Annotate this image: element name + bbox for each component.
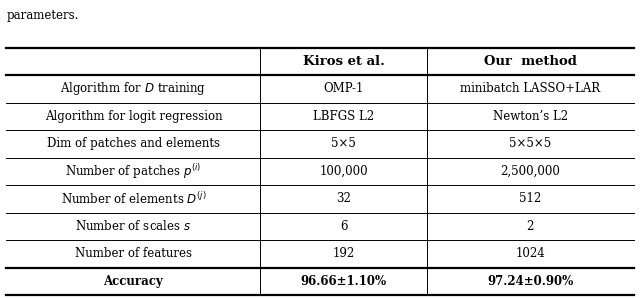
Text: 2,500,000: 2,500,000 [500, 165, 560, 178]
Text: Dim of patches and elements: Dim of patches and elements [47, 137, 220, 150]
Text: Newton’s L2: Newton’s L2 [493, 110, 568, 123]
Text: Number of elements $D^{(j)}$: Number of elements $D^{(j)}$ [61, 191, 206, 207]
Text: Accuracy: Accuracy [104, 275, 163, 288]
Text: OMP-1: OMP-1 [323, 83, 364, 95]
Text: 512: 512 [519, 192, 541, 205]
Text: Our  method: Our method [484, 55, 577, 68]
Text: 100,000: 100,000 [319, 165, 368, 178]
Text: 1024: 1024 [515, 247, 545, 260]
Text: Algorithm for logit regression: Algorithm for logit regression [45, 110, 222, 123]
Text: Kiros et al.: Kiros et al. [303, 55, 385, 68]
Text: minibatch LASSO+LAR: minibatch LASSO+LAR [460, 83, 600, 95]
Text: 192: 192 [332, 247, 355, 260]
Text: Number of scales $s$: Number of scales $s$ [76, 219, 191, 233]
Text: 96.66±1.10%: 96.66±1.10% [300, 275, 387, 288]
Text: 97.24±0.90%: 97.24±0.90% [487, 275, 573, 288]
Text: 6: 6 [340, 220, 348, 233]
Text: LBFGS L2: LBFGS L2 [313, 110, 374, 123]
Text: 2: 2 [527, 220, 534, 233]
Text: 5×5: 5×5 [331, 137, 356, 150]
Text: 32: 32 [336, 192, 351, 205]
Text: parameters.: parameters. [6, 9, 79, 22]
Text: 5×5×5: 5×5×5 [509, 137, 551, 150]
Text: Algorithm for $D$ training: Algorithm for $D$ training [60, 80, 207, 97]
Text: Number of features: Number of features [75, 247, 192, 260]
Text: Number of patches $p^{(i)}$: Number of patches $p^{(i)}$ [65, 162, 202, 181]
